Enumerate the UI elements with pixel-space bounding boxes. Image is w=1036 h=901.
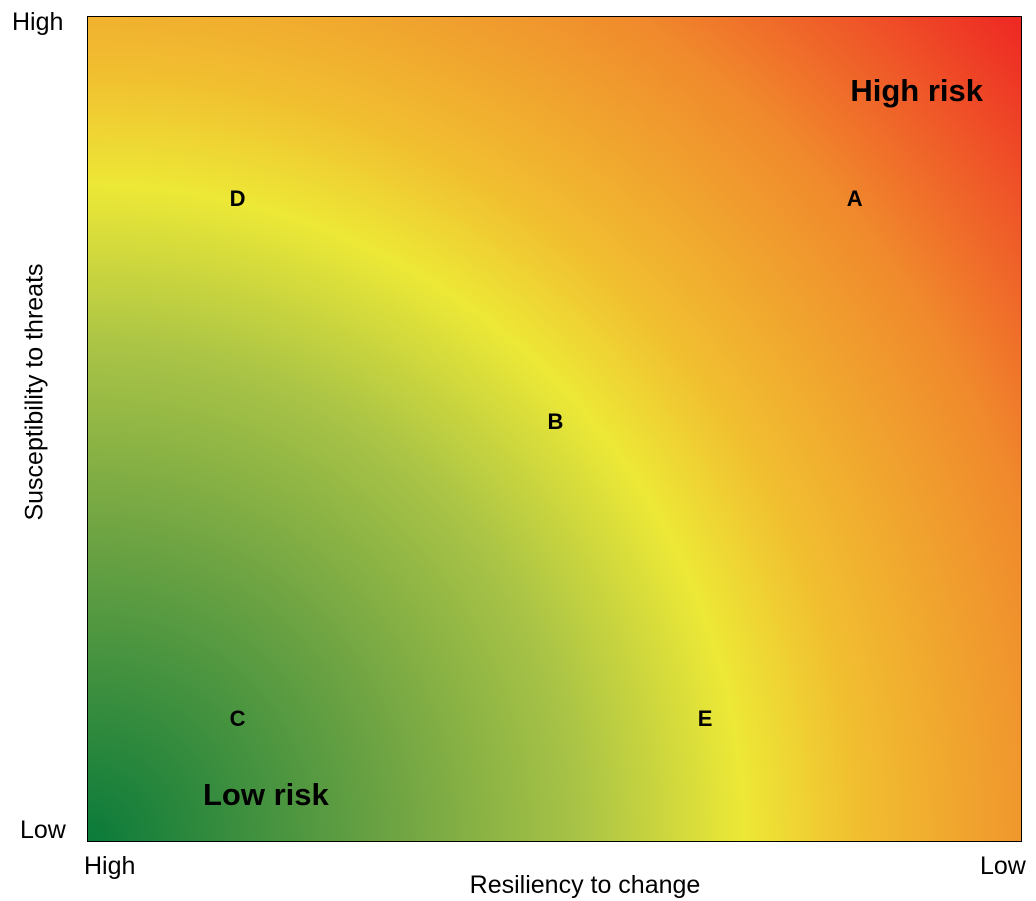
point-label-a: A: [846, 185, 863, 211]
risk-gradient-canvas: [88, 17, 1021, 841]
risk-gradient-plot: High risk Low risk A B C D E: [87, 16, 1022, 842]
point-label-e: E: [697, 706, 713, 732]
low-risk-label: Low risk: [203, 777, 329, 812]
point-label-b: B: [547, 408, 564, 434]
y-axis-title: Susceptibility to threats: [20, 263, 49, 521]
y-axis-low-label: Low: [20, 816, 66, 844]
risk-gradient-fill: [88, 17, 1021, 841]
x-axis-title: Resiliency to change: [469, 871, 701, 899]
point-label-d: D: [229, 185, 246, 211]
high-risk-label: High risk: [850, 73, 983, 108]
point-label-c: C: [229, 706, 246, 732]
x-axis-low-label: Low: [980, 852, 1026, 880]
x-axis-high-label: High: [84, 852, 136, 880]
y-axis-high-label: High: [12, 8, 64, 36]
